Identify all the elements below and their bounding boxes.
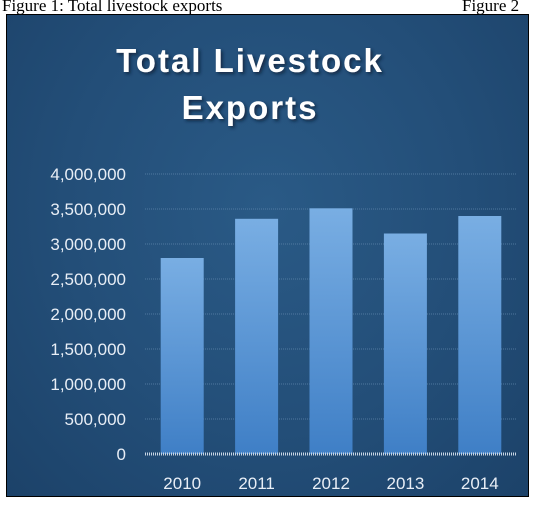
chart-title-line-2: Exports [182, 89, 319, 126]
y-tick-label: 3,500,000 [50, 200, 126, 219]
bar-2010 [160, 258, 204, 454]
y-tick-label: 0 [117, 445, 126, 464]
bar-chart: Total Livestock Exports 0 500,000 1,000,00… [50, 42, 517, 493]
x-tick-label-2011: 2011 [238, 474, 275, 493]
chart-title: Total Livestock Exports [116, 42, 384, 126]
chart-title-line-1: Total Livestock [116, 42, 384, 79]
y-tick-label: 4,000,000 [50, 165, 126, 184]
caption-strip: Figure 1: Total livestock exports Figure… [0, 0, 542, 22]
bars [160, 208, 502, 454]
figure-1-caption: Figure 1: Total livestock exports [2, 0, 223, 15]
bar-2013 [383, 233, 427, 454]
x-axis-tick-labels: 2010 2011 2012 2013 2014 [163, 474, 498, 493]
bar-2012 [309, 208, 353, 454]
y-tick-label: 2,000,000 [50, 305, 126, 324]
y-tick-label: 500,000 [65, 410, 126, 429]
x-tick-label-2010: 2010 [163, 474, 201, 493]
bar-2014 [458, 216, 502, 454]
y-tick-label: 3,000,000 [50, 235, 126, 254]
x-tick-label-2013: 2013 [386, 474, 424, 493]
bar-2011 [235, 218, 279, 454]
figure-2-caption: Figure 2 [462, 0, 520, 15]
y-tick-label: 2,500,000 [50, 270, 126, 289]
x-tick-label-2012: 2012 [312, 474, 350, 493]
x-tick-label-2014: 2014 [461, 474, 499, 493]
y-tick-label: 1,000,000 [50, 375, 126, 394]
chart-panel: Total Livestock Exports 0 500,000 1,000,00… [6, 14, 529, 497]
y-axis-tick-labels: 0 500,000 1,000,000 1,500,000 2,000,000 2,500… [50, 165, 126, 464]
y-tick-label: 1,500,000 [50, 340, 126, 359]
